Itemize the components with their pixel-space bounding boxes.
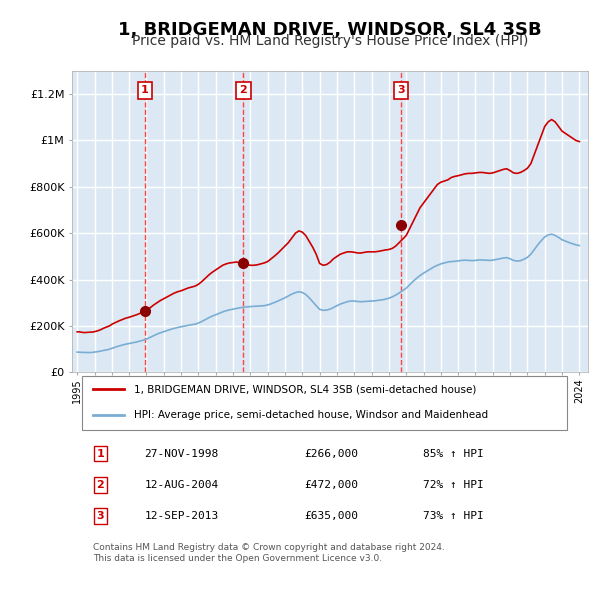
Text: 12-SEP-2013: 12-SEP-2013 <box>144 511 218 521</box>
Text: 85% ↑ HPI: 85% ↑ HPI <box>423 448 484 458</box>
Text: 12-AUG-2004: 12-AUG-2004 <box>144 480 218 490</box>
Text: 3: 3 <box>97 511 104 521</box>
Text: 1: 1 <box>97 448 104 458</box>
Text: 2: 2 <box>239 86 247 96</box>
Text: Price paid vs. HM Land Registry's House Price Index (HPI): Price paid vs. HM Land Registry's House … <box>132 34 528 48</box>
Text: 72% ↑ HPI: 72% ↑ HPI <box>423 480 484 490</box>
Text: 1, BRIDGEMAN DRIVE, WINDSOR, SL4 3SB (semi-detached house): 1, BRIDGEMAN DRIVE, WINDSOR, SL4 3SB (se… <box>134 385 476 394</box>
Text: 73% ↑ HPI: 73% ↑ HPI <box>423 511 484 521</box>
Text: HPI: Average price, semi-detached house, Windsor and Maidenhead: HPI: Average price, semi-detached house,… <box>134 409 488 419</box>
Text: £635,000: £635,000 <box>304 511 358 521</box>
Text: 27-NOV-1998: 27-NOV-1998 <box>144 448 218 458</box>
Text: 1: 1 <box>141 86 149 96</box>
Text: 1, BRIDGEMAN DRIVE, WINDSOR, SL4 3SB: 1, BRIDGEMAN DRIVE, WINDSOR, SL4 3SB <box>118 21 542 39</box>
Text: Contains HM Land Registry data © Crown copyright and database right 2024.
This d: Contains HM Land Registry data © Crown c… <box>92 543 445 563</box>
FancyBboxPatch shape <box>82 375 568 430</box>
Text: 3: 3 <box>397 86 405 96</box>
Text: £472,000: £472,000 <box>304 480 358 490</box>
Text: £266,000: £266,000 <box>304 448 358 458</box>
Text: 2: 2 <box>97 480 104 490</box>
